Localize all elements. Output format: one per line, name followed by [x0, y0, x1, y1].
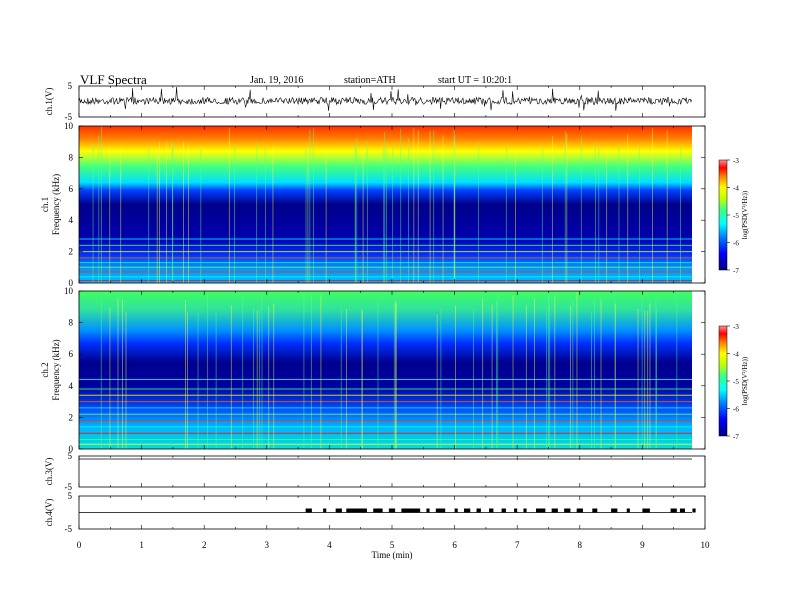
colorbar	[718, 159, 728, 271]
ch4-pulse	[514, 508, 518, 513]
y-tick-label: 0	[69, 444, 74, 454]
y-axis-label: Frequency (kHz)	[51, 339, 61, 400]
y-tick-label: 5	[68, 451, 73, 461]
y-tick-label: -5	[65, 112, 73, 122]
spectrogram-background	[79, 126, 692, 283]
x-tick-label: 0	[77, 540, 82, 550]
x-tick-label: 9	[640, 540, 645, 550]
ch4-pulse	[388, 508, 396, 513]
ch4-pulse	[523, 508, 527, 513]
ch4-pulse	[401, 508, 421, 513]
y-axis-label: ch.4(V)	[44, 499, 54, 527]
colorbar-label: log(PSD(V²/Hz))	[741, 190, 749, 239]
ch4-pulse	[373, 508, 383, 513]
y-tick-label: 6	[69, 184, 74, 194]
y-tick-label: 8	[69, 152, 74, 162]
panel-frame	[78, 455, 706, 488]
ch4-pulse	[642, 508, 650, 513]
x-tick-label: 5	[390, 540, 395, 550]
y-tick-label: 4	[69, 381, 74, 391]
ch4-pulse	[426, 508, 430, 513]
colorbar	[718, 325, 728, 437]
ch4-pulse	[692, 508, 696, 513]
y-tick-label: 0	[69, 278, 74, 288]
ch4-pulse	[564, 508, 571, 513]
ch4-pulse	[626, 508, 630, 513]
ch4-pulse	[551, 508, 558, 513]
x-tick-label: 1	[139, 540, 144, 550]
y-tick-label: -5	[65, 524, 73, 534]
colorbar-tick-label: -6	[733, 240, 739, 248]
ch4-pulse	[592, 508, 598, 513]
y-tick-label: 6	[69, 349, 74, 359]
channel-label: ch.2	[40, 362, 50, 377]
ch4-pulse	[463, 508, 471, 513]
ch4-pulse	[476, 508, 481, 513]
x-tick-label: 7	[515, 540, 520, 550]
start-time-label: start UT = 10:20:1	[438, 75, 513, 86]
ch4-pulse	[679, 508, 685, 513]
x-axis-label: Time (min)	[372, 550, 413, 560]
colorbar-tick-label: -5	[733, 378, 739, 386]
colorbar-tick-label: -4	[733, 351, 739, 359]
y-tick-label: 8	[69, 318, 74, 328]
y-tick-label: 10	[64, 121, 74, 131]
y-tick-label: 4	[69, 215, 74, 225]
ch4-pulse	[501, 508, 506, 513]
ch4-pulse	[670, 508, 677, 513]
x-tick-label: 6	[452, 540, 457, 550]
x-tick-label: 10	[701, 540, 711, 550]
chart-title: VLF Spectra	[80, 72, 147, 87]
y-tick-label: 5	[68, 81, 73, 91]
colorbar-tick-label: -3	[733, 157, 739, 165]
ch4-pulse	[335, 508, 342, 513]
channel-label: ch.1	[40, 197, 50, 212]
ch4-pulse	[346, 508, 367, 513]
ch4-pulse	[535, 508, 546, 513]
colorbar-tick-label: -7	[733, 267, 739, 275]
station-label: station=ATH	[344, 75, 396, 86]
y-tick-label: 2	[69, 412, 74, 422]
ch4-pulse	[489, 508, 494, 513]
y-axis-label: Frequency (kHz)	[51, 174, 61, 235]
y-tick-label: 2	[69, 247, 74, 257]
colorbar-tick-label: -6	[733, 406, 739, 414]
colorbar-tick-label: -7	[733, 433, 739, 441]
x-tick-label: 2	[202, 540, 207, 550]
colorbar-tick-label: -5	[733, 212, 739, 220]
y-tick-label: 5	[68, 491, 73, 501]
x-tick-label: 4	[327, 540, 332, 550]
ch4-pulse	[323, 508, 327, 513]
colorbar-tick-label: -3	[733, 323, 739, 331]
x-tick-label: 8	[578, 540, 583, 550]
y-tick-label: -5	[65, 482, 73, 492]
y-axis-label: ch.3(V)	[44, 458, 54, 486]
colorbar-label: log(PSD(V²/Hz))	[741, 356, 749, 405]
date-label: Jan. 19, 2016	[250, 75, 304, 86]
y-axis-label: ch.1(V)	[44, 88, 54, 116]
ch4-pulse	[454, 508, 458, 513]
ch4-pulse	[305, 508, 312, 513]
x-tick-label: 3	[265, 540, 270, 550]
ch4-pulse	[611, 508, 618, 513]
y-tick-label: 10	[64, 286, 74, 296]
ch4-pulse	[576, 508, 583, 513]
ch4-pulse	[435, 508, 446, 513]
colorbar-tick-label: -4	[733, 185, 739, 193]
spectrogram-background	[79, 291, 692, 449]
ch1-waveform	[78, 86, 693, 111]
